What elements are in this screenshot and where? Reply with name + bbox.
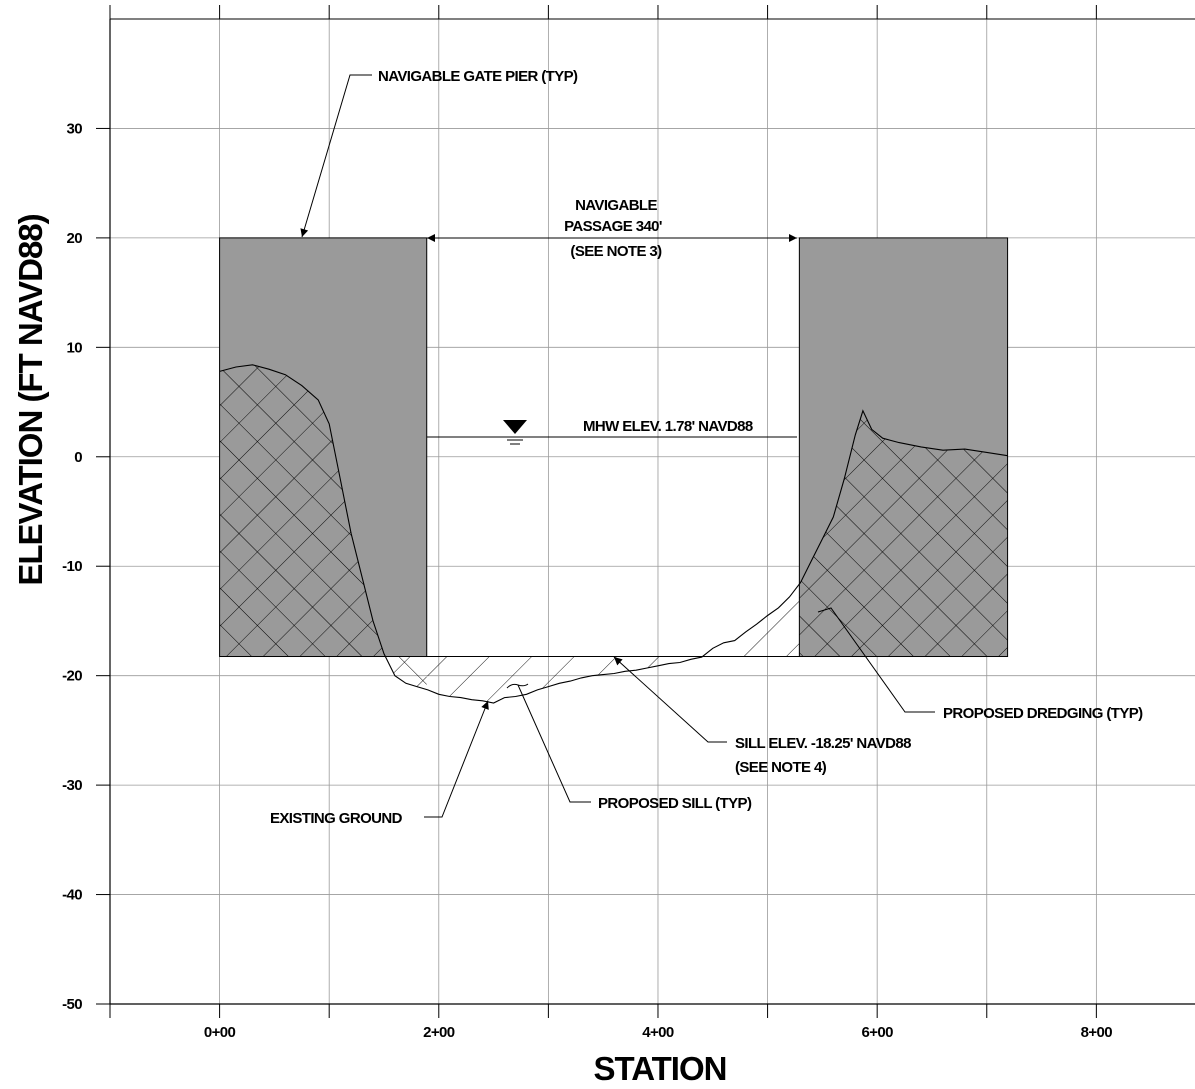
label-passage-3: (SEE NOTE 3) [570,243,662,260]
annotation-navigable-passage: NAVIGABLE PASSAGE 340' (SEE NOTE 3) [427,197,797,260]
pier-fill-hatch-2 [799,410,1008,657]
y-tick-label: -40 [62,887,82,904]
annotation-dredging: PROPOSED DREDGING (TYP) [817,607,1144,722]
proposed-dredging-hatch [701,584,800,657]
x-tick-label: 0+00 [204,1024,236,1041]
hatched-areas [219,364,1008,703]
x-tick-label: 4+00 [642,1024,674,1041]
annotation-gate-pier: NAVIGABLE GATE PIER (TYP) [300,68,579,238]
label-sill-elev-1: SILL ELEV. -18.25' NAVD88 [735,735,911,752]
proposed-sill-hatch [426,656,708,703]
annotation-proposed-sill: PROPOSED SILL (TYP) [506,683,753,812]
label-mhw: MHW ELEV. 1.78' NAVD88 [583,418,753,435]
y-tick-label: 10 [67,339,83,356]
label-passage-1: NAVIGABLE [575,197,657,214]
label-sill-elev-2: (SEE NOTE 4) [735,759,827,776]
label-proposed-sill: PROPOSED SILL (TYP) [598,795,752,812]
x-axis-title: STATION [594,1050,727,1087]
y-tick-label: -50 [62,996,82,1013]
y-tick-label: -20 [62,668,82,685]
ground-line [219,364,1008,704]
y-axis-title: ELEVATION (FT NAVD88) [12,214,49,585]
x-tick-label: 2+00 [423,1024,455,1041]
y-tick-label: 30 [67,120,83,137]
axis-ticks: 0+00 2+00 4+00 6+00 8+00 30 20 10 0 -10 -20 -30 -40 -… [62,5,1113,1041]
existing-ground-profile [219,364,1008,704]
y-tick-label: 20 [67,230,83,247]
label-dredging: PROPOSED DREDGING (TYP) [943,705,1143,722]
label-gate-pier: NAVIGABLE GATE PIER (TYP) [378,68,578,85]
mhw-symbol [503,420,527,445]
plot-frame [109,18,1195,1005]
annotation-existing-ground: EXISTING GROUND [270,700,489,827]
annotation-mhw: MHW ELEV. 1.78' NAVD88 [427,418,797,438]
pier-fill-hatch-1 [219,364,427,690]
water-level-triangle-icon [503,420,527,434]
y-tick-label: -30 [62,777,82,794]
x-tick-label: 6+00 [861,1024,893,1041]
label-existing-ground: EXISTING GROUND [270,810,403,827]
label-passage-2: PASSAGE 340' [564,218,662,235]
y-tick-label: 0 [74,449,82,466]
y-tick-label: -10 [62,558,82,575]
annotation-sill-elevation: SILL ELEV. -18.25' NAVD88 (SEE NOTE 4) [613,656,912,776]
x-tick-label: 8+00 [1081,1024,1113,1041]
